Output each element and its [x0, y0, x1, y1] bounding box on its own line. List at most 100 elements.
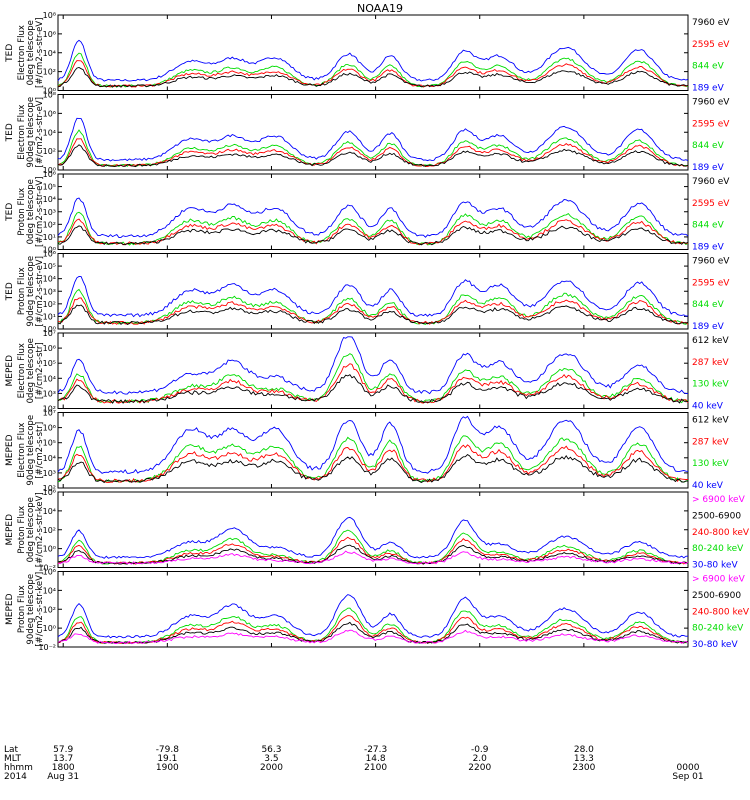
panel-ylabel-line: [#/cm2-s-str-eV] — [35, 97, 45, 167]
channel-label: 189 eV — [692, 322, 725, 332]
panel-2: 10⁰ 10² 10⁴ 10⁶ 10⁸ TED Electron Flux 90deg tel… — [5, 91, 730, 176]
channel-label: 30-80 keV — [692, 561, 738, 571]
panel-series — [57, 197, 689, 246]
footer-tick-value: 13.3 — [574, 754, 594, 764]
panel-3: 10⁰ 10¹ 10² 10³ 10⁴ 10⁵ 10⁶ TED Proton Flux 0deg … — [5, 170, 730, 255]
chart-title: NOAA19 — [357, 2, 403, 15]
series-line — [57, 276, 689, 318]
series-line — [57, 607, 689, 644]
channel-label: 80-240 keV — [692, 544, 744, 554]
footer-tick-value: 2100 — [364, 763, 387, 773]
panel-instrument-label: MEPED — [5, 514, 15, 546]
panel-ylabel-line: Electron Flux — [17, 423, 27, 478]
panel-ylabel-line: Proton Flux — [17, 267, 27, 315]
y-tick-label: 10⁰ — [43, 545, 56, 554]
footer-tick-value: 14.8 — [366, 754, 386, 764]
y-tick-label: 10⁵ — [43, 183, 56, 192]
y-tick-label: 10⁰ — [43, 624, 56, 633]
y-tick-label: 10⁷ — [43, 409, 56, 418]
y-tick-label: 10² — [43, 405, 56, 414]
footer-row-label: 2014 — [4, 772, 27, 782]
footer-tick-value: 0000 — [677, 763, 700, 773]
footer-tick-value: 2000 — [260, 763, 283, 773]
channel-label: 844 eV — [692, 141, 725, 151]
y-tick-label: 10⁶ — [43, 170, 56, 179]
panel-ylabel-line: [#/cm2-s-str] — [35, 342, 45, 399]
y-tick-label: 10⁴ — [43, 49, 56, 58]
y-tick-label: 10³ — [43, 469, 56, 478]
series-line — [57, 415, 689, 474]
y-tick-label: 10⁴ — [43, 374, 56, 383]
series-line — [57, 218, 689, 246]
series-line — [57, 129, 688, 168]
panel-8: 10⁻² 10⁰ 10² 10⁴ 10⁶ MEPED Proton Flux 90deg te… — [5, 568, 750, 653]
panel-ylabel-line: [#/cm2-s-str-keV] — [35, 492, 45, 567]
series-line — [57, 39, 689, 82]
y-tick-label: 10⁸ — [43, 91, 56, 100]
channel-label: 240-800 keV — [692, 607, 750, 617]
channel-label: 130 keV — [692, 459, 729, 469]
panel-instrument-label: MEPED — [5, 355, 15, 387]
y-tick-label: 10⁴ — [43, 454, 56, 463]
y-tick-label: 10⁰ — [43, 325, 56, 334]
channel-label: 80-240 keV — [692, 624, 744, 634]
channel-label: 2595 eV — [692, 278, 730, 288]
panel-series — [57, 516, 689, 565]
y-tick-label: 10² — [43, 68, 56, 77]
panel-7: 10⁻² 10⁰ 10² 10⁴ 10⁶ MEPED Proton Flux 0deg tel… — [5, 488, 750, 573]
series-line — [57, 594, 689, 639]
channel-label: 40 keV — [692, 481, 724, 491]
footer-tick-value: 2200 — [468, 763, 491, 773]
series-line — [57, 536, 689, 565]
y-tick-label: 10² — [43, 300, 56, 309]
series-line — [57, 297, 689, 325]
panel-ylabel-line: [#/cm2-s-str-eV] — [35, 18, 45, 88]
y-tick-label: 10⁴ — [43, 586, 56, 595]
channel-label: > 6900 keV — [692, 495, 746, 505]
channel-label: 2595 eV — [692, 119, 730, 129]
series-line — [57, 117, 689, 162]
channel-label: 30-80 keV — [692, 640, 738, 650]
panel-series — [57, 117, 689, 168]
channel-label: 287 keV — [692, 358, 729, 368]
y-tick-label: 10⁶ — [43, 109, 56, 118]
series-line — [57, 67, 688, 88]
panel-6: 10² 10³ 10⁴ 10⁵ 10⁶ 10⁷ MEPED Electron Flux 90de… — [5, 409, 729, 494]
channel-label: 189 eV — [692, 163, 725, 173]
footer-tick-value: Aug 31 — [47, 772, 79, 782]
series-line — [57, 544, 689, 565]
channel-label: 7960 eV — [692, 18, 730, 28]
series-line — [57, 225, 689, 246]
series-line — [57, 197, 689, 238]
y-tick-label: 10³ — [43, 208, 56, 217]
y-tick-label: 10⁶ — [43, 568, 56, 577]
footer-tick-value: Sep 01 — [672, 772, 703, 782]
panel-instrument-label: MEPED — [5, 434, 15, 466]
y-tick-label: 10⁴ — [43, 275, 56, 284]
panel-series — [57, 276, 689, 326]
footer-tick-value: 19.1 — [157, 754, 177, 764]
series-line — [57, 52, 689, 88]
panel-series — [57, 415, 689, 484]
panel-ylabel-line: 90deg telescope — [26, 415, 36, 486]
y-tick-label: 10⁶ — [43, 488, 56, 497]
y-tick-label: 10⁰ — [43, 87, 56, 96]
y-tick-label: 10² — [43, 526, 56, 535]
series-line — [57, 336, 689, 395]
footer-tick-value: -79.8 — [156, 745, 180, 755]
panel-ylabel-line: Proton Flux — [17, 506, 27, 554]
channel-label: 130 keV — [692, 380, 729, 390]
channel-label: 7960 eV — [692, 98, 730, 108]
footer-tick-value: 3.5 — [264, 754, 278, 764]
footer-tick-value: -27.3 — [364, 745, 387, 755]
channel-label: 7960 eV — [692, 177, 730, 187]
y-tick-label: 10⁸ — [43, 11, 56, 20]
channel-label: 2500-6900 — [692, 511, 741, 521]
panel-ylabel-line: [#/cm2-s-str-eV] — [35, 177, 45, 247]
footer-tick-value: 56.3 — [261, 745, 281, 755]
panel-ylabel-line: 0deg telescope — [26, 179, 36, 244]
panel-instrument-label: TED — [5, 282, 15, 301]
panel-ylabel-line: Electron Flux — [17, 105, 27, 160]
